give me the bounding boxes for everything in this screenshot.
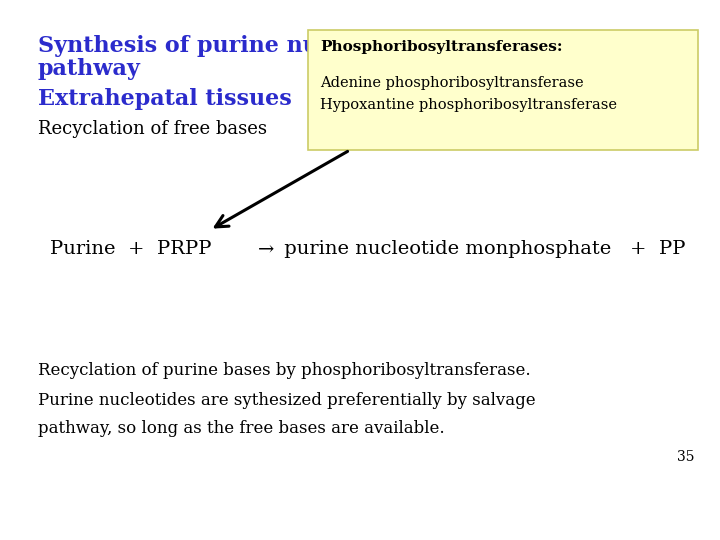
Text: Recyclation of purine bases by phosphoribosyltransferase.: Recyclation of purine bases by phosphori… xyxy=(38,362,531,379)
Text: Adenine phosphoribosyltransferase: Adenine phosphoribosyltransferase xyxy=(320,76,584,90)
Text: Synthesis of purine nucleotides by salvage: Synthesis of purine nucleotides by salva… xyxy=(38,35,567,57)
Text: Purine  +  PRPP: Purine + PRPP xyxy=(50,240,212,258)
FancyBboxPatch shape xyxy=(308,30,698,150)
Text: pathway: pathway xyxy=(38,58,141,80)
Text: Extrahepatal tissues: Extrahepatal tissues xyxy=(38,88,292,110)
Text: 35: 35 xyxy=(678,450,695,464)
Text: purine nucleotide monphosphate   +  PP: purine nucleotide monphosphate + PP xyxy=(278,240,685,258)
Text: →: → xyxy=(258,240,274,258)
Text: Recyclation of free bases: Recyclation of free bases xyxy=(38,120,267,138)
Text: Purine nucleotides are sythesized preferentially by salvage: Purine nucleotides are sythesized prefer… xyxy=(38,392,536,409)
Text: Hypoxantine phosphoribosyltransferase: Hypoxantine phosphoribosyltransferase xyxy=(320,98,617,112)
Text: Phosphoribosyltransferases:: Phosphoribosyltransferases: xyxy=(320,40,562,54)
Text: pathway, so long as the free bases are available.: pathway, so long as the free bases are a… xyxy=(38,420,445,437)
